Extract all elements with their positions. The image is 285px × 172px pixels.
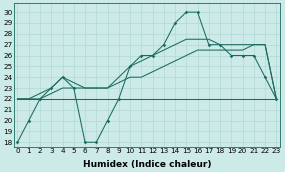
X-axis label: Humidex (Indice chaleur): Humidex (Indice chaleur): [83, 159, 211, 169]
